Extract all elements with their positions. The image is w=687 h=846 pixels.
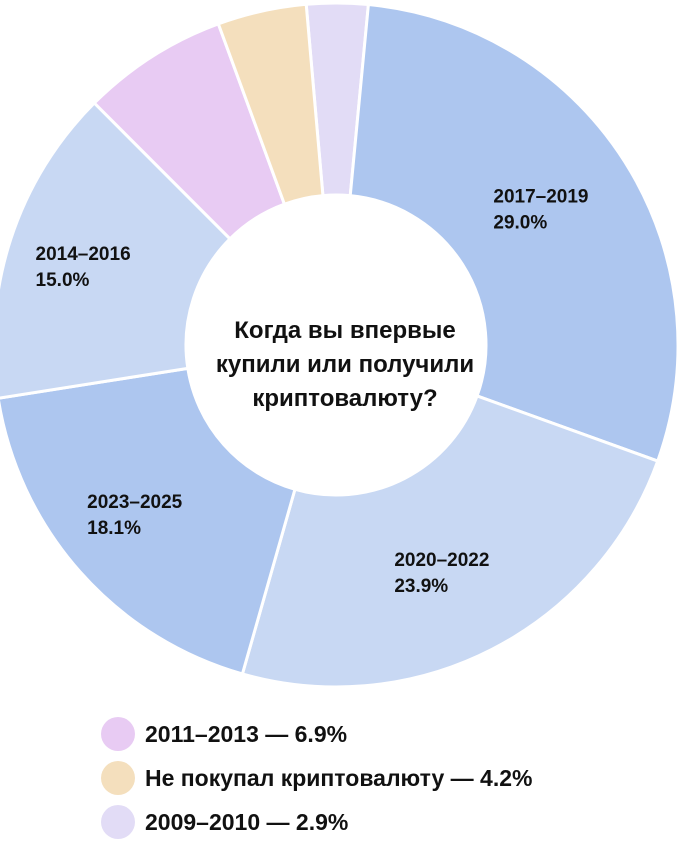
donut-slice <box>216 2 325 207</box>
slice-label-name: 2017–2019 <box>493 187 588 208</box>
slice-label-value: 18.1% <box>87 518 141 539</box>
slice-label-name: 2020–2022 <box>394 550 489 571</box>
slice-label-value: 29.0% <box>493 213 547 234</box>
slice-label-value: 15.0% <box>36 270 90 291</box>
donut-slices <box>0 1 680 689</box>
legend-item: 2011–2013 — 6.9% <box>101 717 347 751</box>
center-title-line-1: Когда вы впервые <box>234 317 455 344</box>
center-title-line-3: криптовалюту? <box>252 385 437 412</box>
legend-label: Не покупал криптовалюту — 4.2% <box>145 765 532 791</box>
slice-label-name: 2023–2025 <box>87 492 183 513</box>
legend-swatch <box>101 717 135 751</box>
donut-slice <box>0 366 297 676</box>
slice-label-name: 2014–2016 <box>36 244 131 265</box>
center-title-line-2: купили или получили <box>216 351 474 378</box>
legend-label: 2009–2010 — 2.9% <box>145 809 348 835</box>
donut-slice <box>348 2 680 463</box>
legend-item: 2009–2010 — 2.9% <box>101 805 348 839</box>
legend: 2011–2013 — 6.9% Не покупал криптовалюту… <box>101 717 532 839</box>
slice-labels: 2017–2019 29.0% 2020–2022 23.9% 2023–2025 18.… <box>36 187 589 597</box>
legend-label: 2011–2013 — 6.9% <box>145 721 347 747</box>
legend-swatch <box>101 805 135 839</box>
donut-slice <box>240 393 660 689</box>
legend-swatch <box>101 761 135 795</box>
slice-label-value: 23.9% <box>394 576 448 597</box>
center-title: Когда вы впервые купили или получили кри… <box>216 317 474 412</box>
legend-item: Не покупал криптовалюту — 4.2% <box>101 761 532 795</box>
donut-slice <box>0 100 233 400</box>
